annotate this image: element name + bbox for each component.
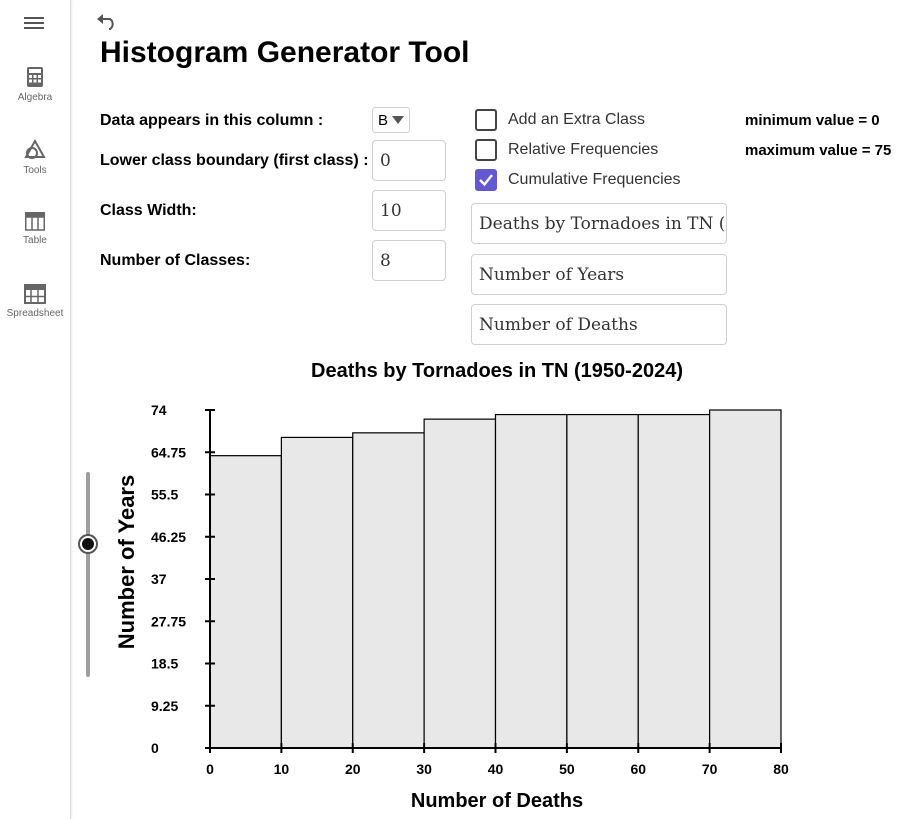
y-tick-label: 55.5 <box>151 487 178 503</box>
sidebar-item-table[interactable]: Table <box>0 211 70 246</box>
chart-title-input[interactable]: Deaths by Tornadoes in TN ( <box>471 203 727 244</box>
sidebar-item-label: Tools <box>23 165 47 176</box>
vertical-slider[interactable] <box>86 472 90 677</box>
histogram-bar <box>209 455 282 749</box>
x-tick-label: 30 <box>416 761 432 777</box>
sidebar-item-label: Spreadsheet <box>6 308 64 319</box>
column-dropdown[interactable]: B <box>372 107 410 133</box>
sidebar-item-tools[interactable]: Tools <box>0 139 70 176</box>
histogram-bar <box>709 409 782 749</box>
relative-frequencies-checkbox[interactable]: Relative Frequencies <box>475 137 658 163</box>
column-dropdown-value: B <box>378 111 389 129</box>
chart-title: Deaths by Tornadoes in TN (1950-2024) <box>311 360 683 382</box>
slider-handle[interactable] <box>80 536 96 552</box>
cumulative-frequencies-checkbox[interactable]: Cumulative Frequencies <box>475 167 681 193</box>
relative-frequencies-label: Relative Frequencies <box>508 141 659 158</box>
x-tick-label: 20 <box>345 761 361 777</box>
sidebar-item-label: Algebra <box>17 92 53 103</box>
minimum-value-text: minimum value = 0 <box>745 112 880 129</box>
y-label-input-value: Number of Years <box>479 264 625 285</box>
checkbox-unchecked[interactable] <box>475 139 497 161</box>
histogram-bar <box>423 418 497 749</box>
y-tick-label: 0 <box>151 740 159 756</box>
y-tick-label: 27.75 <box>151 613 186 629</box>
num-classes-input[interactable]: 8 <box>372 240 446 281</box>
sidebar-item-algebra[interactable]: Algebra <box>0 66 70 103</box>
class-width-input[interactable]: 10 <box>372 190 446 231</box>
column-label: Data appears in this column : <box>100 112 324 129</box>
class-width-label: Class Width: <box>100 202 197 219</box>
app-title: Histogram Generator Tool <box>100 36 470 69</box>
x-label-input-value: Number of Deaths <box>479 314 638 335</box>
calculator-icon <box>27 67 43 87</box>
y-tick-label: 64.75 <box>151 444 186 460</box>
y-axis-label: Number of Years <box>114 475 139 649</box>
lower-boundary-label: Lower class boundary (first class) : <box>100 152 369 169</box>
table-icon <box>25 212 45 231</box>
x-axis-label: Number of Deaths <box>411 790 583 812</box>
sidebar-item-spreadsheet[interactable]: Spreadsheet <box>0 284 70 319</box>
y-tick-label: 46.25 <box>151 529 186 545</box>
maximum-value-text: maximum value = 75 <box>745 142 892 159</box>
histogram-chart: 0 9.25 18.5 27.75 37 46.25 55.5 64.75 74 0 10 20 30 4… <box>114 360 789 812</box>
sidebar: Algebra Tools Table Spreadsheet <box>0 0 71 819</box>
histogram-bar <box>566 413 639 749</box>
checkbox-checked[interactable] <box>475 169 497 191</box>
checkmark-icon <box>479 174 493 187</box>
extra-class-label: Add an Extra Class <box>508 111 645 128</box>
cumulative-frequencies-label: Cumulative Frequencies <box>508 171 681 188</box>
x-tick-label: 40 <box>488 761 504 777</box>
chevron-down-icon <box>392 116 405 124</box>
y-tick-label: 9.25 <box>151 698 178 714</box>
menu-icon[interactable] <box>24 14 44 34</box>
x-tick-label: 70 <box>702 761 718 777</box>
x-tick-label: 50 <box>559 761 575 777</box>
sidebar-item-label: Table <box>23 235 47 246</box>
extra-class-checkbox[interactable]: Add an Extra Class <box>475 107 645 133</box>
chart-title-input-value: Deaths by Tornadoes in TN ( <box>479 213 726 234</box>
x-label-input[interactable]: Number of Deaths <box>471 304 727 345</box>
shapes-icon <box>24 139 46 159</box>
lower-boundary-input[interactable]: 0 <box>372 140 446 181</box>
y-tick-label: 74 <box>151 402 167 418</box>
spreadsheet-icon <box>24 284 46 304</box>
checkbox-unchecked[interactable] <box>475 109 497 131</box>
histogram-bar <box>637 413 711 749</box>
x-tick-label: 60 <box>630 761 646 777</box>
histogram-bar <box>280 436 354 749</box>
histogram-bar <box>352 432 425 749</box>
lower-boundary-value: 0 <box>380 150 391 171</box>
histogram-bar <box>494 413 568 749</box>
x-tick-label: 80 <box>773 761 789 777</box>
y-tick-label: 37 <box>151 571 167 587</box>
undo-icon[interactable] <box>96 14 118 35</box>
x-tick-label: 10 <box>274 761 290 777</box>
y-label-input[interactable]: Number of Years <box>471 254 727 295</box>
num-classes-label: Number of Classes: <box>100 252 251 269</box>
y-tick-label: 18.5 <box>151 656 178 672</box>
class-width-value: 10 <box>380 200 402 221</box>
x-tick-label: 0 <box>206 761 214 777</box>
num-classes-value: 8 <box>380 250 391 271</box>
